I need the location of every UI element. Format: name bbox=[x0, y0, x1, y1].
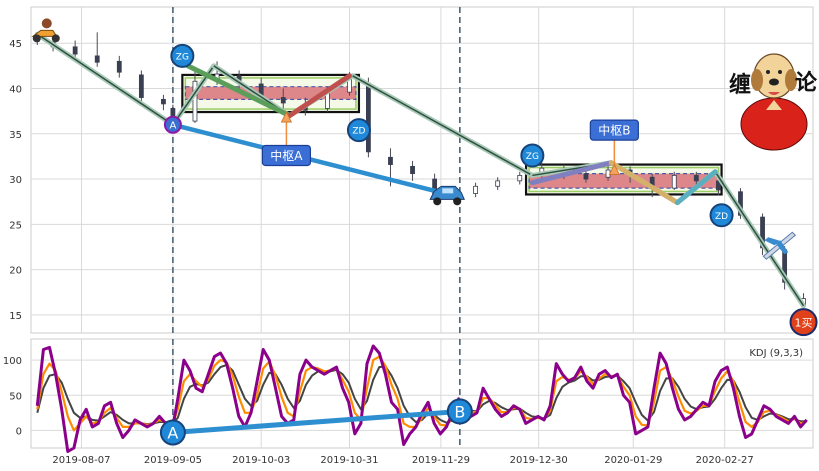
candle-body bbox=[473, 185, 479, 194]
kdj-panel: 0 50 100 A B bbox=[3, 338, 814, 453]
logo-tongue bbox=[768, 92, 780, 95]
marker-label: 1买 bbox=[795, 317, 813, 330]
divergence-line bbox=[170, 122, 463, 200]
x-tick-label: 2020-01-29 bbox=[604, 455, 662, 466]
price-y-tick-label: 15 bbox=[9, 311, 22, 322]
x-tick-label: 2020-02-27 bbox=[696, 455, 754, 466]
price-panel: 15202530354045中枢A中枢BAZGZDZGZD1买缠论 bbox=[9, 6, 818, 337]
plane-wing bbox=[764, 237, 782, 246]
marker-circle bbox=[709, 203, 734, 228]
candle-body bbox=[517, 175, 523, 182]
logo-char: 缠 bbox=[729, 72, 751, 98]
kdj-legend: KDJ (9,3,3) bbox=[749, 348, 803, 359]
price-y-tick-label: 30 bbox=[9, 175, 22, 186]
candle-body bbox=[116, 60, 122, 73]
candle-body bbox=[161, 98, 166, 105]
scooter-rider bbox=[41, 18, 52, 29]
marker-circle bbox=[170, 43, 195, 68]
scooter-body bbox=[31, 29, 58, 37]
marker-label: ZG bbox=[526, 152, 539, 162]
car-window bbox=[442, 188, 454, 194]
marker-label: ZG bbox=[176, 52, 189, 62]
x-tick-label: 2019-11-29 bbox=[412, 455, 470, 466]
marker-label: ZD bbox=[715, 212, 728, 222]
kdj-divergence-line bbox=[170, 408, 463, 436]
kdj-plot-area bbox=[30, 338, 814, 449]
price-y-tick-label: 20 bbox=[9, 266, 22, 277]
chanlun-logo: 缠论 bbox=[729, 53, 818, 151]
x-axis: 2019-08-07 2019-09-05 2019-10-03 2019-10-31… bbox=[52, 455, 753, 466]
price-y-tick-label: 40 bbox=[9, 85, 22, 96]
marker-label: A bbox=[169, 121, 176, 132]
center-label-arrowhead bbox=[280, 111, 293, 123]
center-label-box bbox=[261, 144, 312, 167]
segment-line bbox=[674, 169, 718, 206]
scooter-icon bbox=[31, 18, 60, 43]
segment-line bbox=[608, 160, 680, 206]
marker-circle bbox=[163, 115, 182, 134]
stroke-line bbox=[36, 33, 174, 126]
price-y-tick-label: 45 bbox=[9, 39, 22, 50]
kdj-y-tick-label: 0 bbox=[16, 426, 22, 437]
x-tick-label: 2019-12-30 bbox=[510, 455, 568, 466]
candle-body bbox=[280, 97, 286, 104]
kdj-y-tick-label: 50 bbox=[9, 391, 22, 402]
kdj-marker-label: A bbox=[167, 424, 178, 443]
price-y-tick-label: 25 bbox=[9, 220, 22, 231]
scooter-wheel bbox=[51, 34, 60, 43]
plane-icon bbox=[762, 231, 797, 260]
kdj-marker-label: B bbox=[454, 402, 465, 421]
kdj-marker-circle bbox=[446, 398, 473, 425]
marker-circle bbox=[346, 118, 371, 143]
candle-body bbox=[583, 173, 589, 180]
center-label: 中枢B bbox=[598, 123, 630, 138]
logo-eye bbox=[766, 70, 770, 74]
x-tick-label: 2019-10-31 bbox=[320, 455, 378, 466]
stroke-line bbox=[714, 171, 805, 307]
candle-body bbox=[671, 175, 677, 189]
candle-body bbox=[388, 156, 393, 165]
car-wheel bbox=[453, 197, 462, 206]
kdj-y-tick-label: 100 bbox=[3, 356, 22, 367]
car-icon bbox=[429, 185, 465, 206]
candle-body bbox=[495, 180, 501, 187]
marker-circle bbox=[789, 308, 818, 337]
segment-line bbox=[179, 60, 293, 119]
candle-body bbox=[365, 82, 371, 153]
logo-eye bbox=[778, 70, 782, 74]
candle-body bbox=[410, 165, 415, 175]
center-label: 中枢A bbox=[270, 148, 303, 163]
candle-body bbox=[72, 46, 78, 55]
logo-ear bbox=[785, 69, 797, 91]
candle-body bbox=[94, 55, 100, 63]
plane-wing bbox=[776, 240, 789, 255]
center-label-box bbox=[589, 119, 639, 141]
center-band bbox=[184, 86, 357, 100]
segment-line bbox=[529, 160, 614, 186]
candle-body bbox=[192, 80, 198, 122]
scooter-wheel bbox=[32, 34, 41, 43]
logo-char: 论 bbox=[795, 70, 818, 96]
marker-circle bbox=[520, 143, 545, 168]
candle-body bbox=[138, 74, 144, 98]
kdj-marker-circle bbox=[159, 419, 186, 446]
candle-body bbox=[693, 175, 699, 182]
x-tick-label: 2019-09-05 bbox=[144, 455, 202, 466]
logo-ear bbox=[751, 69, 763, 91]
logo-hands bbox=[766, 100, 782, 110]
center-label-arrowhead bbox=[608, 163, 620, 175]
x-tick-label: 2019-10-03 bbox=[232, 455, 290, 466]
segment-line bbox=[287, 73, 352, 119]
logo-nose bbox=[769, 78, 779, 86]
price-y-tick-label: 35 bbox=[9, 130, 22, 141]
marker-label: ZD bbox=[352, 127, 365, 137]
stroke-line bbox=[352, 75, 533, 177]
car-wheel bbox=[433, 197, 442, 206]
x-tick-label: 2019-08-07 bbox=[52, 455, 110, 466]
